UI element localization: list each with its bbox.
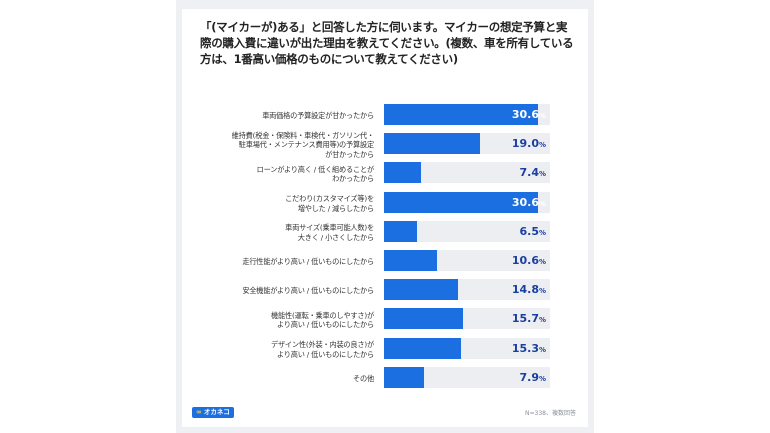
value-unit: %: [538, 112, 546, 120]
bar-track: 7.4%: [384, 162, 550, 184]
value-label: 30.6%: [512, 104, 546, 125]
bar-track: 19.0%: [384, 133, 550, 155]
logo-text: オカネコ: [203, 408, 230, 416]
bar: [384, 279, 459, 301]
bar: [384, 220, 417, 242]
bar-row: 車両価格の予算設定が甘かったから 30.6%: [182, 102, 588, 130]
bar-row: 機能性(運転・乗車のしやすさ)が より高い / 低いものにしたから 15.7%: [182, 306, 588, 334]
value-unit: %: [538, 287, 546, 296]
bar: [384, 337, 461, 359]
bar-track: 10.6%: [384, 250, 550, 271]
category-label: 維持費(税金・保険料・車検代・ガソリン代・ 駐車場代・メンテナンス費用等)の予算…: [231, 130, 375, 159]
category-label: その他: [353, 374, 374, 384]
category-label: こだわり(カスタマイズ等)を 増やした / 減らしたから: [285, 194, 374, 213]
value-label: 15.3%: [512, 338, 546, 359]
value-label: 6.5%: [519, 221, 546, 242]
category-label: ローンがより高く / 低く組めることが わかったから: [256, 164, 375, 184]
value-unit: %: [538, 345, 546, 354]
value-unit: %: [538, 228, 546, 237]
bar-track: 15.7%: [384, 308, 550, 330]
bar-track: 7.9%: [384, 366, 550, 388]
value-unit: %: [538, 374, 546, 383]
value-number: 19.0: [511, 137, 539, 151]
value-label: 7.9%: [519, 367, 546, 388]
category-label: 車両価格の予算設定が甘かったから: [262, 111, 374, 121]
bar-row: こだわり(カスタマイズ等)を 増やした / 減らしたから 30.6%: [182, 190, 588, 218]
value-label: 7.4%: [519, 162, 546, 183]
bar-track: 30.6%: [384, 191, 550, 213]
value-number: 30.6: [511, 195, 539, 209]
value-number: 7.9: [519, 370, 539, 384]
bar-track: 6.5%: [384, 220, 550, 242]
bar-row: 安全機能がより高い / 低いものにしたから 14.8%: [182, 277, 588, 305]
bar: [384, 133, 480, 155]
value-number: 10.6: [511, 254, 539, 267]
bar: [384, 366, 424, 388]
value-unit: %: [538, 141, 546, 150]
chart-title: 「(マイカーが)ある」と回答した方に伺います。マイカーの想定予算と実際の購入費に…: [200, 20, 574, 66]
value-number: 7.4: [519, 166, 539, 180]
value-label: 14.8%: [512, 279, 546, 300]
bar-row: その他 7.9%: [182, 365, 588, 393]
bar-track: 30.6%: [384, 104, 550, 125]
value-label: 19.0%: [512, 133, 546, 154]
bar: [384, 308, 463, 330]
sample-note: N=338、複数回答: [525, 410, 576, 417]
bar: [384, 191, 538, 213]
value-unit: %: [538, 199, 546, 208]
bar-row: 車両サイズ(乗車可能人数)を 大きく / 小さくしたから 6.5%: [182, 219, 588, 247]
value-label: 15.7%: [512, 308, 546, 329]
value-unit: %: [538, 316, 546, 325]
value-number: 6.5: [519, 224, 539, 238]
bar: [384, 162, 422, 184]
value-label: 30.6%: [512, 192, 546, 213]
bar-row: 走行性能がより高い / 低いものにしたから 10.6%: [182, 248, 588, 276]
category-label: 走行性能がより高い / 低いものにしたから: [242, 257, 374, 267]
bar-track: 14.8%: [384, 279, 550, 301]
logo-icon: ∞: [196, 408, 202, 416]
value-number: 14.8: [511, 283, 539, 297]
value-label: 10.6%: [512, 250, 546, 271]
value-number: 15.3: [511, 341, 539, 355]
category-label: 車両サイズ(乗車可能人数)を 大きく / 小さくしたから: [285, 223, 374, 242]
chart-card: 「(マイカーが)ある」と回答した方に伺います。マイカーの想定予算と実際の購入費に…: [182, 9, 588, 427]
brand-logo: ∞ オカネコ: [192, 407, 234, 418]
value-number: 15.7: [511, 312, 539, 326]
category-label: デザイン性(外装・内装の良さ)が より高い / 低いものにしたから: [270, 340, 374, 359]
bar-track: 15.3%: [384, 337, 550, 359]
value-unit: %: [538, 258, 546, 266]
value-number: 30.6: [511, 108, 539, 121]
bar-row: デザイン性(外装・内装の良さ)が より高い / 低いものにしたから 15.3%: [182, 336, 588, 364]
category-label: 機能性(運転・乗車のしやすさ)が より高い / 低いものにしたから: [271, 310, 374, 330]
bar: [384, 250, 438, 271]
bar: [384, 104, 538, 125]
value-unit: %: [538, 170, 546, 179]
bar-row: ローンがより高く / 低く組めることが わかったから 7.4%: [182, 160, 588, 188]
bar-row: 維持費(税金・保険料・車検代・ガソリン代・ 駐車場代・メンテナンス費用等)の予算…: [182, 131, 588, 159]
category-label: 安全機能がより高い / 低いものにしたから: [242, 286, 374, 296]
